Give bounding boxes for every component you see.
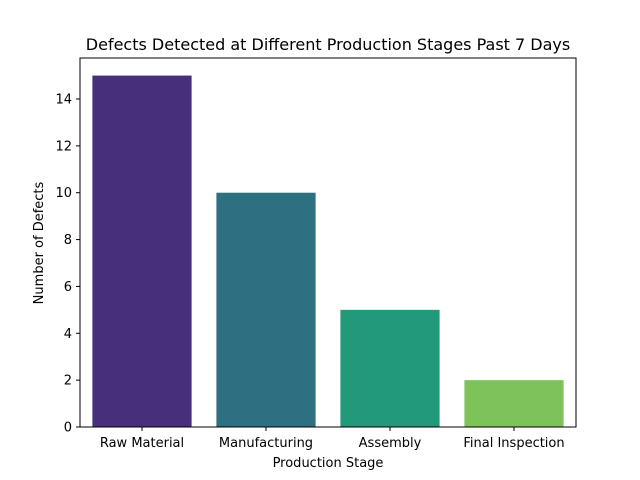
- y-tick-label: 14: [55, 93, 72, 108]
- bar-raw-material: [92, 75, 192, 428]
- x-axis-ticks: Raw Material Manufacturing Assembly Final I…: [100, 427, 565, 451]
- plot-frame: [79, 57, 577, 428]
- x-tick-label: Raw Material: [100, 436, 184, 451]
- y-tick-label: 12: [55, 139, 72, 154]
- y-axis-ticks: 0 2 4 6 8 10 12 14: [55, 93, 80, 436]
- x-axis-label: Production Stage: [273, 456, 384, 471]
- bar-final-inspection: [464, 380, 564, 427]
- chart-title: Defects Detected at Different Production…: [86, 35, 570, 54]
- x-tick-label: Final Inspection: [463, 436, 564, 451]
- y-tick-label: 0: [64, 421, 72, 436]
- y-axis-label: Number of Defects: [32, 181, 47, 304]
- bars-layer: [92, 75, 564, 428]
- bar-assembly: [340, 309, 440, 427]
- y-tick-label: 8: [64, 233, 72, 248]
- y-tick-label: 4: [64, 327, 72, 342]
- y-tick-label: 2: [64, 374, 72, 389]
- x-tick-label: Assembly: [359, 436, 422, 451]
- y-tick-label: 6: [64, 280, 72, 295]
- x-tick-label: Manufacturing: [219, 436, 313, 451]
- y-tick-label: 10: [55, 186, 72, 201]
- bar-manufacturing: [216, 192, 316, 427]
